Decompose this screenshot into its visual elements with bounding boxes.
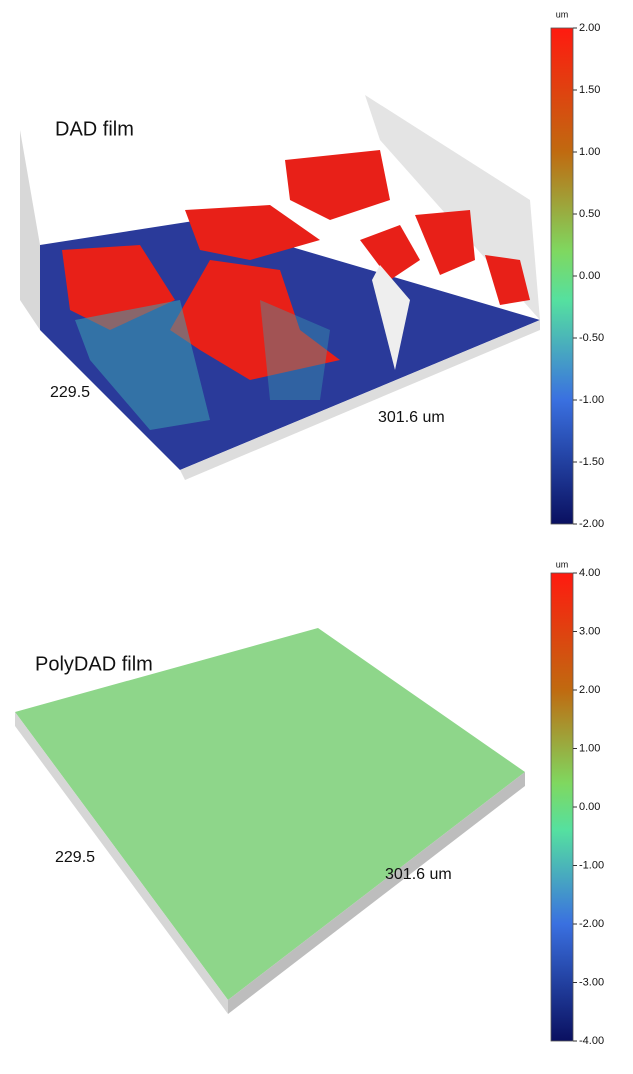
colorbar-tick-label: 3.00 [579,625,600,637]
colorbar-tick-label: -0.50 [579,332,604,344]
colorbar [551,28,573,524]
colorbar-tick-label: 1.50 [579,84,600,96]
colorbar-tick-label: 2.00 [579,684,600,696]
colorbar-tick-label: 1.00 [579,146,600,158]
colorbar-tick-label: 1.00 [579,742,600,754]
panel-title: PolyDAD film [35,653,153,675]
x-axis-label: 301.6 um [378,409,445,426]
polydad-surface [15,628,525,1014]
colorbar-tick-label: -1.00 [579,394,604,406]
colorbar-tick-label: -3.00 [579,976,604,988]
colorbar-tick-label: -1.50 [579,456,604,468]
colorbar-unit: um [556,9,569,19]
y-axis-label: 229.5 [55,849,95,866]
colorbar-tick-label: 2.00 [579,22,600,34]
dad-surface [20,95,540,480]
colorbar-tick-label: 0.50 [579,208,600,220]
colorbar-tick-label: -2.00 [579,518,604,530]
colorbar-tick-label: -1.00 [579,859,604,871]
panel-title: DAD film [55,118,134,140]
y-axis-label: 229.5 [50,384,90,401]
x-axis-label: 301.6 um [385,866,452,883]
colorbar-tick-label: -4.00 [579,1035,604,1047]
colorbar-tick-label: 0.00 [579,801,600,813]
colorbar-unit: um [556,559,569,569]
colorbar-tick-label: 0.00 [579,270,600,282]
figure: DAD film 229.5 301.6 um um 2.00 1.50 1.00 0.50 0… [0,0,633,1074]
colorbar [551,573,573,1041]
colorbar-tick-label: -2.00 [579,918,604,930]
colorbar-tick-label: 4.00 [579,567,600,579]
